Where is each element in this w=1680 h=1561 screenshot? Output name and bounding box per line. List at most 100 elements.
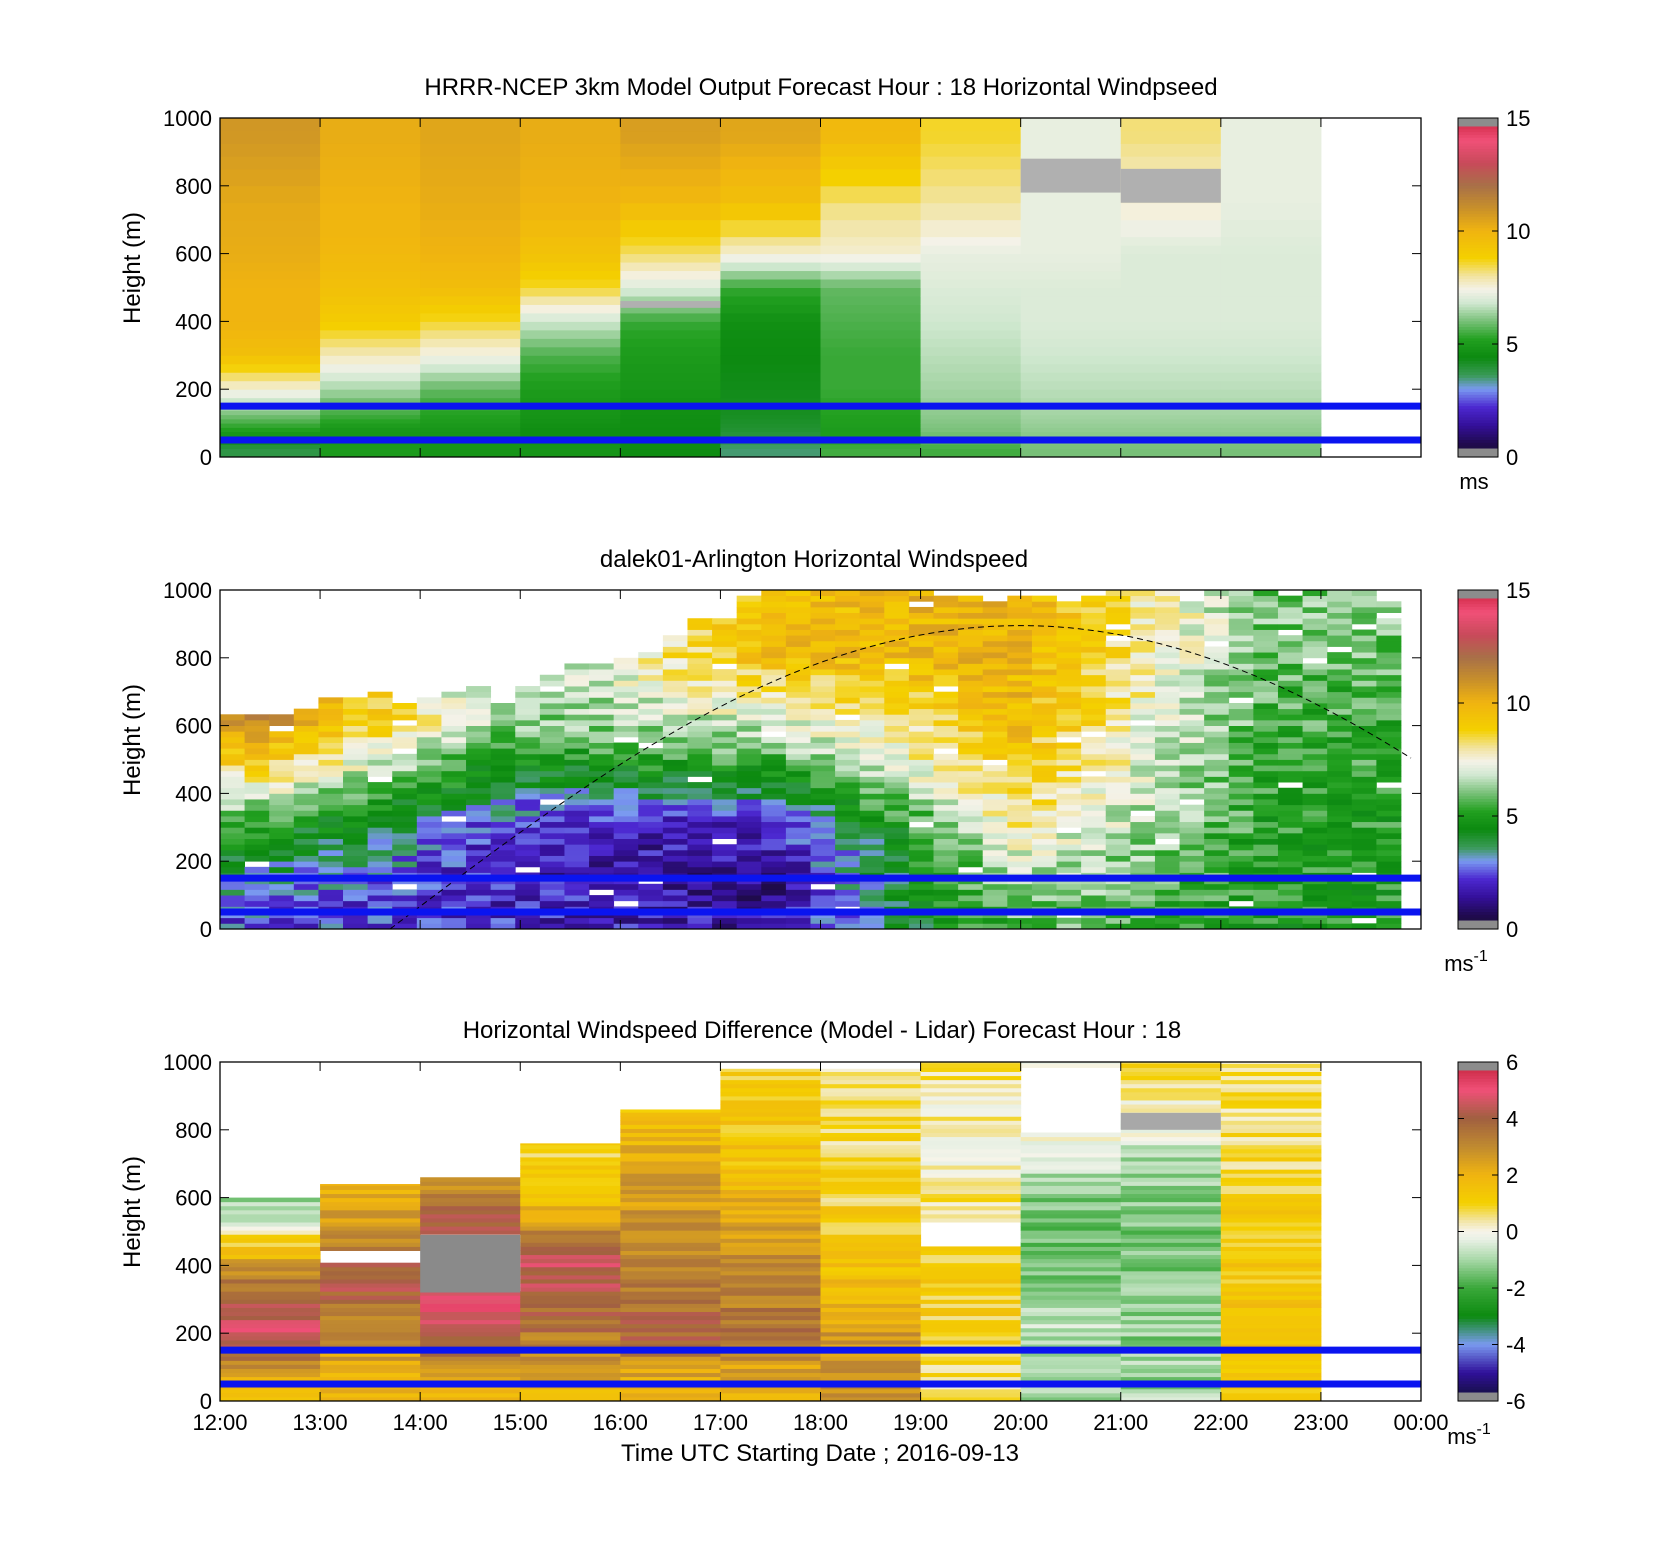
heatmap-cell — [293, 759, 319, 766]
y-tick-label: 0 — [200, 445, 212, 470]
heatmap-cell — [920, 1266, 1022, 1272]
heatmap-cell — [1220, 1376, 1322, 1382]
heatmap-cell — [1376, 838, 1402, 845]
heatmap-cell — [520, 414, 621, 420]
heatmap-cell — [982, 663, 1008, 670]
colorbar-swatch — [1458, 722, 1498, 727]
heatmap-cell — [720, 118, 821, 132]
heatmap-cell — [564, 832, 590, 839]
heatmap-cell — [620, 1356, 721, 1361]
heatmap-cell — [662, 680, 688, 687]
heatmap-cell — [1154, 832, 1180, 839]
colorbar-swatch — [1458, 1319, 1498, 1323]
heatmap-cell — [1020, 1372, 1122, 1378]
heatmap-cell — [1228, 635, 1254, 642]
heatmap-cell — [515, 816, 541, 823]
heatmap-cell — [1253, 629, 1279, 636]
heatmap-cell — [835, 697, 861, 704]
heatmap-cell — [1204, 629, 1230, 636]
heatmap-cell — [1081, 686, 1107, 693]
heatmap-cell — [933, 714, 959, 721]
y-tick-label: 800 — [175, 174, 212, 199]
heatmap-cell — [466, 765, 492, 772]
heatmap-cell — [320, 1315, 421, 1321]
heatmap-cell — [466, 759, 492, 766]
heatmap-cell — [1277, 691, 1303, 698]
heatmap-cell — [820, 1213, 922, 1219]
heatmap-cell — [920, 295, 1022, 305]
heatmap-cell — [1130, 782, 1156, 789]
heatmap-cell — [720, 1213, 821, 1219]
heatmap-cell — [1327, 719, 1353, 726]
heatmap-cell — [820, 1356, 922, 1361]
heatmap-cell — [1120, 245, 1222, 255]
heatmap-cell — [1031, 708, 1057, 715]
colorbar-swatch — [1458, 352, 1498, 356]
heatmap-cell — [785, 742, 811, 749]
heatmap-cell — [244, 866, 270, 873]
colorbar-tick-label: 5 — [1506, 804, 1518, 829]
x-tick-label: 00:00 — [1393, 1410, 1448, 1435]
heatmap-cell — [1220, 1136, 1322, 1142]
heatmap-cell — [859, 855, 885, 862]
heatmap-cell — [1031, 804, 1057, 811]
heatmap-cell — [620, 1177, 721, 1182]
heatmap-cell — [820, 1291, 922, 1296]
heatmap-cell — [220, 1335, 321, 1341]
heatmap-cell — [1081, 855, 1107, 862]
heatmap-cell — [420, 1372, 521, 1378]
colorbar-tick-label: 15 — [1506, 106, 1530, 131]
heatmap-cell — [318, 753, 344, 760]
heatmap-cell — [539, 680, 565, 687]
heatmap-cell — [1376, 606, 1402, 613]
heatmap-cell — [515, 861, 541, 868]
heatmap-cell — [761, 770, 787, 777]
heatmap-cell — [1007, 838, 1033, 845]
colorbar-swatch — [1458, 604, 1498, 608]
heatmap-cell — [1253, 748, 1279, 755]
overlay-curve — [389, 625, 1412, 930]
heatmap-cell — [416, 895, 442, 902]
colorbar-swatch — [1458, 779, 1498, 783]
heatmap-cell — [720, 130, 821, 144]
heatmap-cell — [318, 900, 344, 907]
heatmap-cell — [420, 1303, 521, 1308]
heatmap-cell — [720, 1266, 821, 1272]
heatmap-cell — [539, 900, 565, 907]
heatmap-cell — [220, 1344, 321, 1349]
heatmap-cell — [416, 838, 442, 845]
heatmap-cell — [638, 832, 664, 839]
heatmap-cell — [859, 799, 885, 806]
heatmap-cell — [662, 889, 688, 896]
heatmap-cell — [835, 640, 861, 647]
heatmap-cell — [761, 804, 787, 811]
heatmap-cell — [1253, 714, 1279, 721]
colorbar-swatch — [1458, 1327, 1498, 1331]
heatmap-cell — [687, 804, 713, 811]
heatmap-cell — [820, 1193, 922, 1199]
colorbar-swatch — [1458, 739, 1498, 744]
heatmap-cell — [589, 810, 615, 817]
heatmap-cell — [1120, 1327, 1222, 1333]
heatmap-cell — [820, 363, 922, 373]
heatmap-cell — [320, 1319, 421, 1325]
heatmap-cell — [620, 1242, 721, 1247]
heatmap-cell — [620, 418, 721, 424]
heatmap-cell — [1020, 423, 1122, 428]
heatmap-cell — [1020, 1165, 1122, 1170]
heatmap-cell — [1277, 810, 1303, 817]
heatmap-cell — [810, 652, 836, 659]
heatmap-cell — [320, 143, 421, 157]
heatmap-cell — [320, 372, 421, 382]
heatmap-cell — [320, 118, 421, 132]
heatmap-cell — [564, 736, 590, 743]
heatmap-cell — [1031, 855, 1057, 862]
heatmap-cell — [820, 355, 922, 365]
heatmap-cell — [220, 312, 321, 322]
heatmap-cell — [820, 1095, 922, 1101]
heatmap-cell — [367, 861, 393, 868]
heatmap-cell — [933, 776, 959, 783]
heatmap-cell — [1204, 697, 1230, 704]
heatmap-cell — [982, 742, 1008, 749]
